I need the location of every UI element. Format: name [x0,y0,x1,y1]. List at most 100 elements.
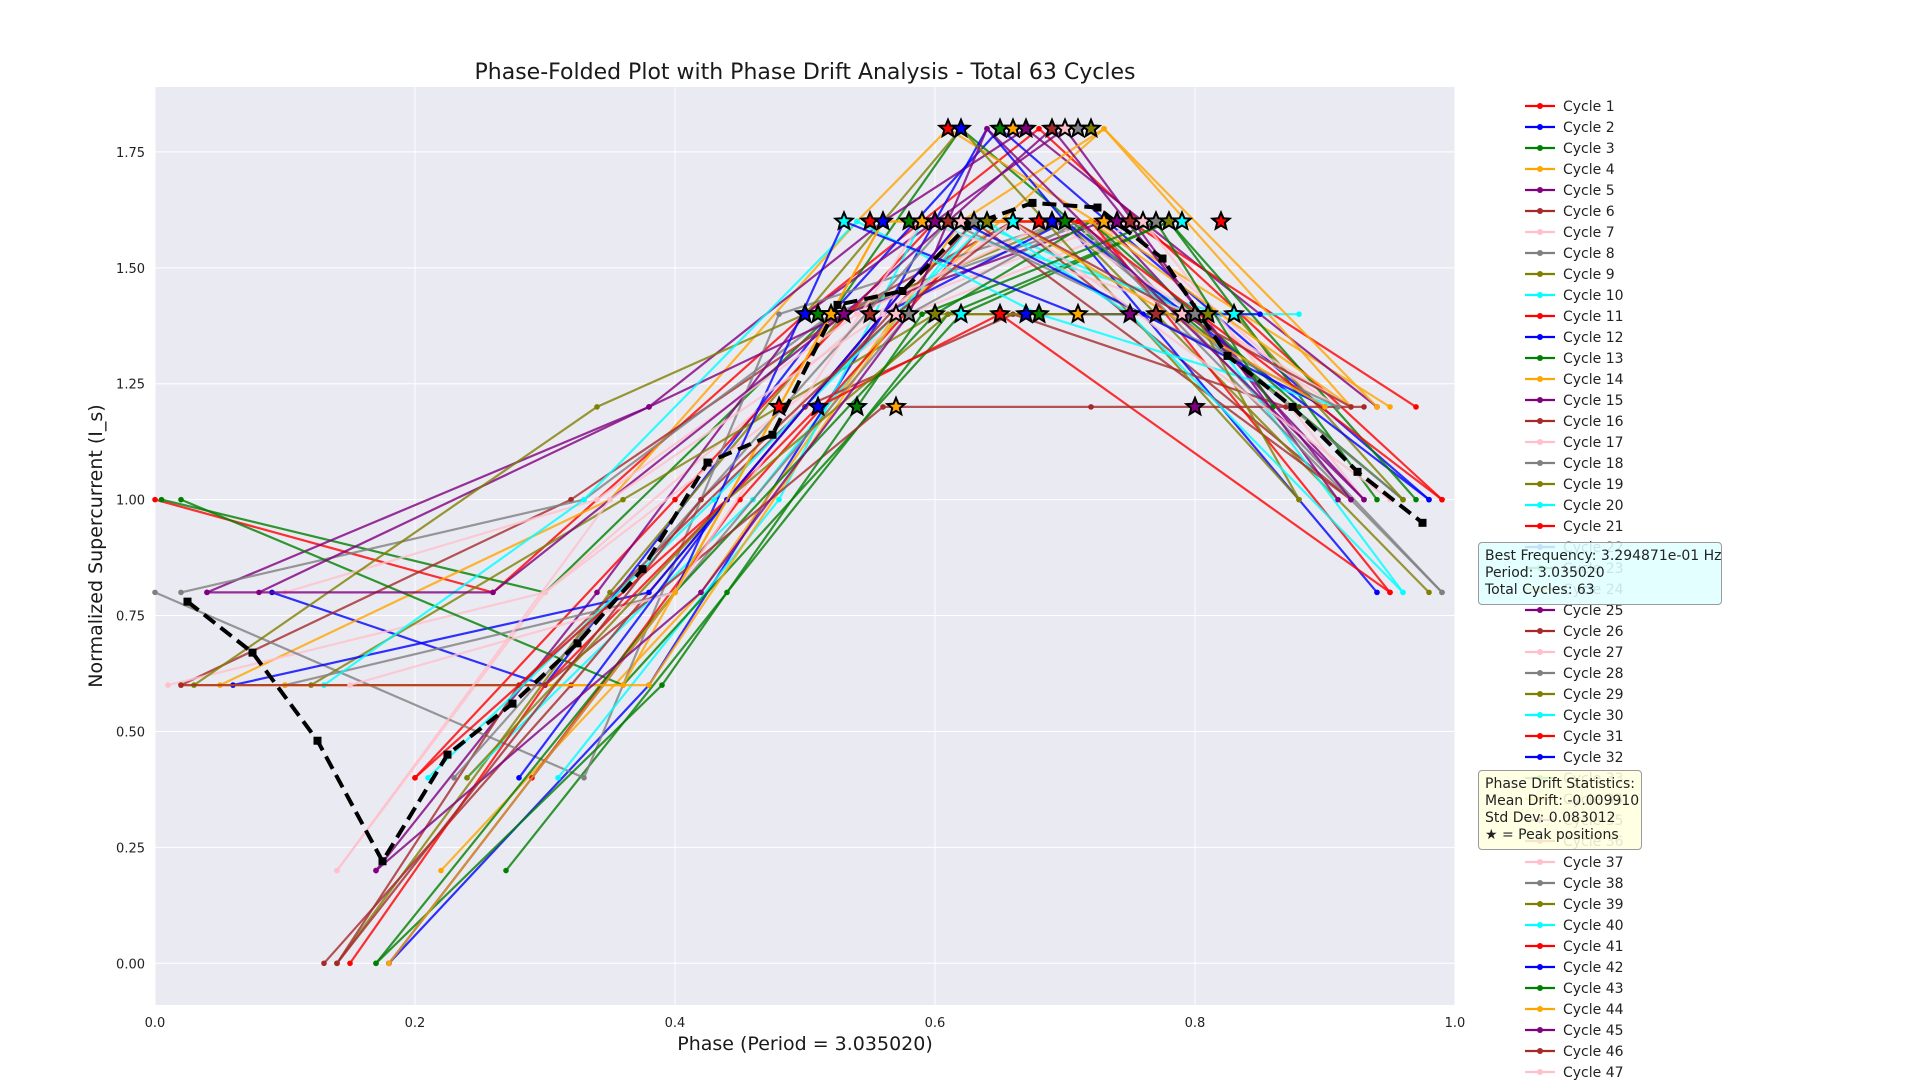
cycle-point [1413,404,1419,410]
peak-star-marker [832,209,856,231]
peak-star-marker [1209,209,1233,231]
legend-label: Cycle 27 [1563,645,1624,661]
phase-drift-stats-box: Phase Drift Statistics: Mean Drift: -0.0… [1478,770,1642,850]
cycle-point [594,496,600,503]
legend-marker [1537,124,1543,130]
cycle-point [945,311,951,317]
legend-label: Cycle 19 [1563,477,1624,493]
mean-drift-point [378,857,387,866]
legend-marker [1537,334,1543,340]
cycle-point [425,775,431,781]
x-axis-label: Phase (Period = 3.035020) [677,1033,933,1055]
legend-label: Cycle 13 [1563,351,1624,367]
legend-marker [1537,523,1543,529]
cycle-point [1426,496,1432,503]
legend-marker [1537,607,1543,613]
mean-drift-text: Mean Drift: -0.009910 [1485,793,1640,809]
legend-marker [1537,754,1543,760]
cycle-point [620,682,626,688]
legend-marker [1537,418,1543,424]
peak-star-marker [1001,209,1025,231]
cycle-point [880,404,886,410]
peak-star-marker [1183,395,1207,417]
y-axis-label: Normalized Supercurrent (I_s) [85,404,107,687]
mean-drift-point [638,565,647,574]
legend-label: Cycle 45 [1563,1023,1624,1039]
legend-label: Cycle 32 [1563,750,1624,766]
x-tick-label: 0.6 [925,1016,946,1031]
cycle-point [607,496,613,503]
mean-curve-layer [183,198,1427,866]
legend-label: Cycle 6 [1563,204,1615,220]
cycle-point [1335,496,1341,503]
cycle-point [672,589,678,596]
mean-drift-point [768,430,777,439]
legend-label: Cycle 47 [1563,1065,1624,1080]
cycle-point [1439,496,1445,503]
cycle-point [1101,125,1107,132]
legend-marker [1537,628,1543,634]
cycle-point [438,867,444,874]
cycle-point [152,589,158,596]
cycle-point [594,404,600,410]
cycle-point [1088,404,1094,410]
cycle-point [1296,496,1302,503]
legend-label: Cycle 16 [1563,414,1624,430]
peak-star-marker [884,395,908,417]
legend-label: Cycle 14 [1563,372,1624,388]
cycle-point [646,682,652,688]
x-tick-label: 0.4 [665,1016,686,1031]
cycle-point [373,867,379,874]
legend-marker [1537,1006,1543,1012]
cycle-point [581,496,587,503]
legend-marker [1537,901,1543,907]
cycle-point [1426,589,1432,596]
cycle-point [516,775,522,781]
cycle-point [464,775,470,781]
mean-drift-point [1158,254,1167,263]
cycle-point [776,311,782,317]
legend-marker [1537,985,1543,991]
chart-title: Phase-Folded Plot with Phase Drift Analy… [475,60,1136,85]
legend-label: Cycle 25 [1563,603,1624,619]
legend-label: Cycle 2 [1563,120,1615,136]
legend-marker [1537,313,1543,319]
cycle-point [1413,496,1419,503]
legend-marker [1537,439,1543,445]
cycle-point [594,589,600,596]
mean-drift-point [1223,351,1232,360]
cycle-point [373,960,379,967]
legend-marker [1537,859,1543,865]
peak-star-marker [949,302,973,324]
legend-label: Cycle 21 [1563,519,1624,535]
cycle-point [776,496,782,503]
legend-marker [1537,943,1543,949]
cycle-point [334,867,340,874]
cycle-point [1322,404,1328,410]
legend-label: Cycle 7 [1563,225,1615,241]
cycle-point [568,496,574,503]
cycle-point [165,682,171,688]
legend-label: Cycle 20 [1563,498,1624,514]
x-tick-label: 0.2 [405,1016,426,1031]
cycle-point [698,496,704,503]
legend-marker [1537,103,1543,109]
legend-marker [1537,229,1543,235]
legend-marker [1537,712,1543,718]
legend-marker [1537,649,1543,655]
total-cycles-text: Total Cycles: 63 [1485,582,1595,598]
legend-label: Cycle 37 [1563,855,1624,871]
cycle-point [1088,218,1094,225]
peak-star-marker [1066,302,1090,324]
peak-star-marker [1170,209,1194,231]
cycle-point [386,960,392,967]
cycle-point [1036,125,1042,132]
legend-label: Cycle 11 [1563,309,1624,325]
x-tick-labels: 0.0 0.2 0.4 0.6 0.8 1.0 [145,1016,1466,1031]
legend-label: Cycle 5 [1563,183,1615,199]
legend-marker [1537,397,1543,403]
legend-label: Cycle 3 [1563,141,1615,157]
mean-drift-point [573,639,582,648]
peak-star-marker [845,395,869,417]
mean-drift-line [186,200,1424,866]
